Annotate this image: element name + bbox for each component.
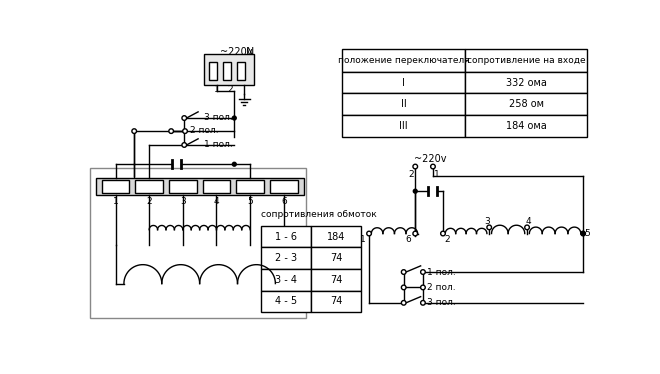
Text: ~220v: ~220v — [414, 154, 446, 164]
Text: 1: 1 — [360, 235, 366, 244]
Bar — [342, 115, 465, 137]
Text: 6: 6 — [281, 197, 286, 206]
Bar — [312, 226, 362, 247]
Circle shape — [420, 285, 425, 290]
Text: 3: 3 — [180, 197, 185, 206]
Circle shape — [525, 225, 529, 230]
Circle shape — [441, 231, 446, 236]
Circle shape — [581, 232, 585, 236]
Text: 1 пол.: 1 пол. — [427, 267, 455, 276]
Circle shape — [132, 129, 137, 134]
Text: N: N — [246, 47, 254, 57]
Circle shape — [183, 129, 187, 134]
Text: 4 - 5: 4 - 5 — [275, 296, 298, 306]
Text: 3: 3 — [484, 217, 490, 226]
Text: 6: 6 — [405, 235, 411, 244]
Bar — [312, 269, 362, 291]
Bar — [465, 115, 587, 137]
Bar — [342, 72, 465, 94]
Circle shape — [413, 231, 418, 236]
Circle shape — [487, 225, 492, 230]
Bar — [90, 168, 306, 318]
Text: 2: 2 — [147, 197, 152, 206]
Bar — [270, 180, 298, 193]
Circle shape — [182, 116, 187, 120]
Bar — [236, 180, 264, 193]
Text: 184: 184 — [327, 232, 346, 242]
Circle shape — [401, 301, 406, 305]
Text: II: II — [401, 99, 407, 109]
Text: I: I — [402, 78, 405, 88]
Circle shape — [413, 164, 418, 169]
Text: 2: 2 — [444, 235, 449, 244]
Text: 332 ома: 332 ома — [506, 78, 546, 88]
Text: 1 - 6: 1 - 6 — [275, 232, 297, 242]
Circle shape — [431, 164, 436, 169]
Text: 1: 1 — [113, 197, 118, 206]
Bar — [342, 49, 465, 72]
Text: 5: 5 — [248, 197, 253, 206]
Text: сопротивление на входе: сопротивление на входе — [467, 56, 585, 65]
Circle shape — [182, 142, 187, 147]
Text: 2 - 3: 2 - 3 — [275, 253, 298, 263]
Text: 2: 2 — [228, 85, 233, 94]
Text: III: III — [399, 121, 408, 131]
Circle shape — [420, 301, 425, 305]
Text: 3 - 4: 3 - 4 — [275, 275, 297, 285]
Text: 4: 4 — [214, 197, 219, 206]
Bar — [465, 49, 587, 72]
Bar — [465, 72, 587, 94]
Circle shape — [420, 270, 425, 275]
Text: 74: 74 — [330, 296, 343, 306]
Bar — [102, 180, 129, 193]
Bar — [261, 269, 312, 291]
Circle shape — [169, 129, 174, 134]
Circle shape — [232, 162, 236, 166]
Text: 2 пол.: 2 пол. — [427, 283, 455, 292]
Bar — [96, 178, 304, 195]
Circle shape — [413, 189, 417, 193]
Circle shape — [401, 270, 406, 275]
Bar — [203, 180, 230, 193]
Bar — [135, 180, 163, 193]
Text: 3 пол.: 3 пол. — [427, 298, 455, 307]
Bar — [465, 94, 587, 115]
Text: 258 ом: 258 ом — [509, 99, 544, 109]
Bar — [169, 180, 197, 193]
Text: положение переключателя: положение переключателя — [338, 56, 469, 65]
Text: 3 пол.: 3 пол. — [203, 113, 232, 122]
Text: сопротивления обмоток: сопротивления обмоток — [261, 211, 377, 220]
Bar — [209, 62, 217, 80]
Circle shape — [581, 231, 585, 236]
Circle shape — [401, 285, 406, 290]
Bar — [261, 291, 312, 312]
Text: ~220v: ~220v — [220, 47, 253, 57]
Bar — [342, 94, 465, 115]
Bar — [312, 291, 362, 312]
Bar — [237, 62, 245, 80]
Text: 1: 1 — [434, 170, 440, 179]
Text: 184 ома: 184 ома — [506, 121, 546, 131]
Text: 4: 4 — [526, 217, 531, 226]
Circle shape — [367, 231, 372, 236]
Bar — [203, 54, 253, 85]
Text: 5: 5 — [584, 229, 590, 238]
Text: 2: 2 — [409, 170, 414, 179]
Bar — [261, 247, 312, 269]
Text: 1 пол.: 1 пол. — [203, 140, 232, 149]
Bar — [223, 62, 231, 80]
Bar — [312, 247, 362, 269]
Text: 74: 74 — [330, 275, 343, 285]
Text: 2 пол.: 2 пол. — [191, 126, 219, 135]
Text: 1: 1 — [214, 85, 220, 94]
Text: 74: 74 — [330, 253, 343, 263]
Circle shape — [232, 116, 236, 120]
Bar — [261, 226, 312, 247]
